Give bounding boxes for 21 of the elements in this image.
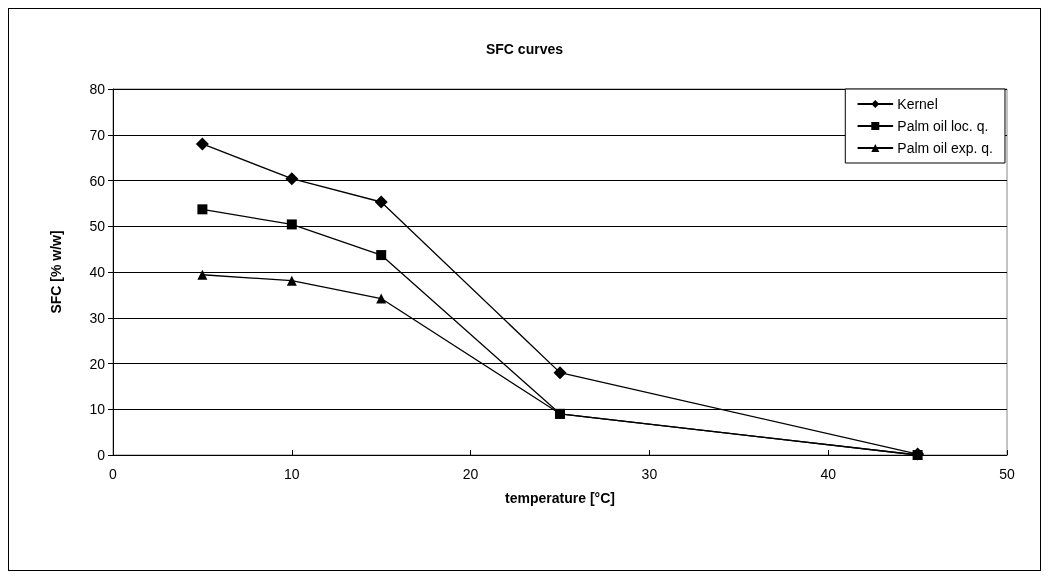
y-tick-label: 40 xyxy=(89,264,106,280)
y-tick-label: 20 xyxy=(89,355,106,372)
legend-label: Palm oil loc. q. xyxy=(897,118,989,134)
x-tick-label: 40 xyxy=(820,466,837,482)
y-tick-label: 60 xyxy=(89,172,106,189)
y-axis-title: SFC [% w/w] xyxy=(48,230,64,314)
x-tick-label: 10 xyxy=(284,466,300,482)
x-tick-label: 0 xyxy=(109,466,118,482)
chart-title: SFC curves xyxy=(485,41,564,57)
x-tick-label: 50 xyxy=(999,466,1015,482)
y-tick-label: 50 xyxy=(89,218,106,235)
legend-label: Palm oil exp. q. xyxy=(897,140,994,156)
y-tick-label: 70 xyxy=(89,126,106,143)
y-tick-label: 80 xyxy=(89,81,106,97)
x-tick-label: 20 xyxy=(462,466,479,482)
x-tick-label: 30 xyxy=(641,466,658,482)
x-axis-title: temperature [°C] xyxy=(505,490,615,506)
y-tick-label: 10 xyxy=(89,401,106,418)
y-tick-label: 30 xyxy=(89,309,106,326)
legend-label: Kernel xyxy=(897,96,938,112)
y-tick-label: 0 xyxy=(97,447,106,463)
